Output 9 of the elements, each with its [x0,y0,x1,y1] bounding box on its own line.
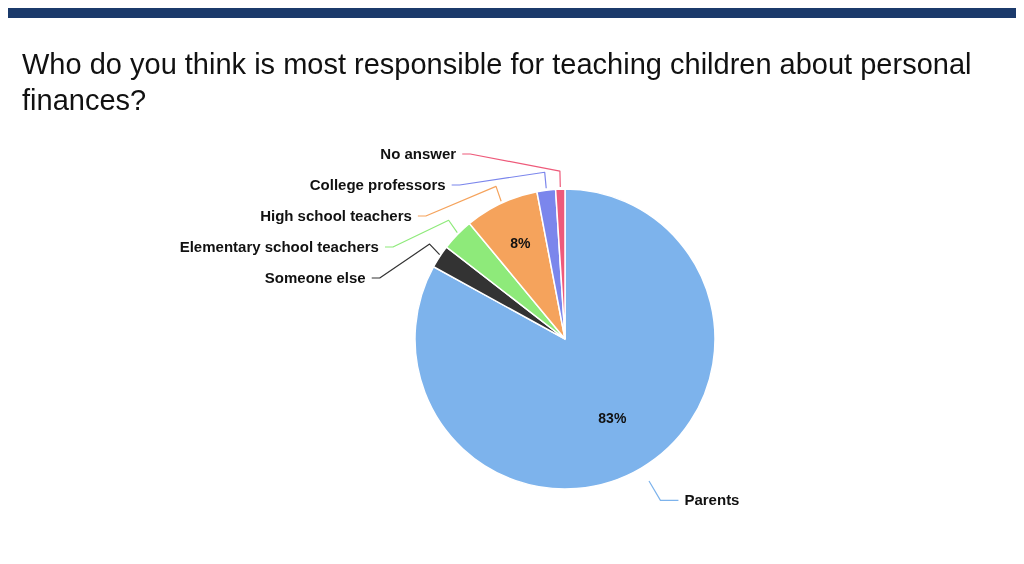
slice-label: Someone else [264,269,366,286]
slice-label: College professors [309,176,446,193]
slice-label: No answer [380,145,457,162]
slice-label: Elementary school teachers [179,238,379,255]
slice-label: High school teachers [260,207,412,224]
chart-title: Who do you think is most responsible for teaching children about personal finances? [22,48,972,116]
slice-label: Parents [684,491,740,509]
data-label: 83% [598,409,627,426]
data-label: 8% [510,234,531,251]
